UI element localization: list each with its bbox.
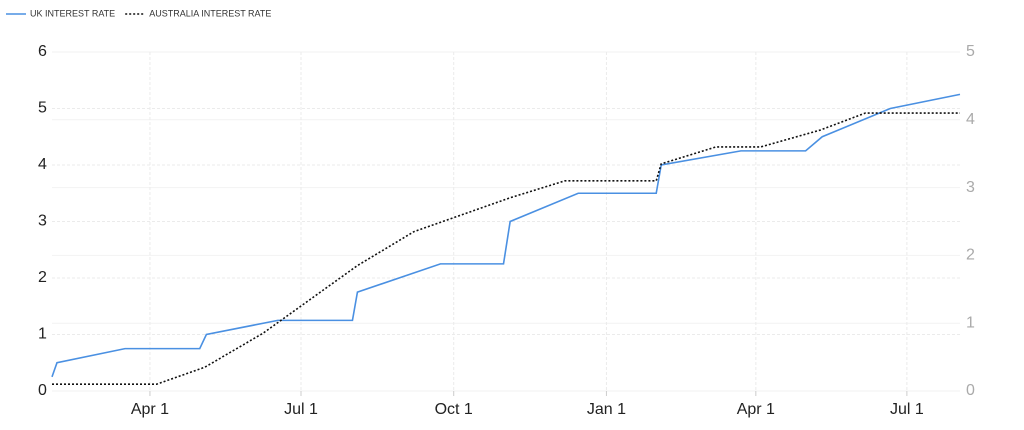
y2-tick-label: 5 [966,43,975,60]
y-tick-label: 2 [38,269,47,286]
series-line [51,93,961,378]
y-tick-label: 3 [38,213,47,230]
x-tick-label: Apr 1 [131,401,169,418]
y-tick-label: 4 [38,156,47,173]
y-tick-label: 5 [38,100,47,117]
series-line [52,112,960,386]
y-tick-label: 0 [38,382,47,399]
x-tick-label: Jul 1 [284,401,318,418]
y-tick-label: 6 [38,43,47,60]
x-tick-label: Oct 1 [435,401,473,418]
x-tick-label: Jan 1 [587,401,626,418]
legend-label: UK INTEREST RATE [30,8,115,18]
y-tick-label: 1 [38,326,47,343]
y2-tick-label: 3 [966,179,975,196]
x-tick-label: Jul 1 [890,401,924,418]
y2-tick-label: 1 [966,314,975,331]
legend-label: AUSTRALIA INTEREST RATE [149,8,271,18]
y2-tick-label: 2 [966,247,975,264]
x-tick-label: Apr 1 [737,401,775,418]
y2-tick-label: 0 [966,382,975,399]
y2-tick-label: 4 [966,111,975,128]
